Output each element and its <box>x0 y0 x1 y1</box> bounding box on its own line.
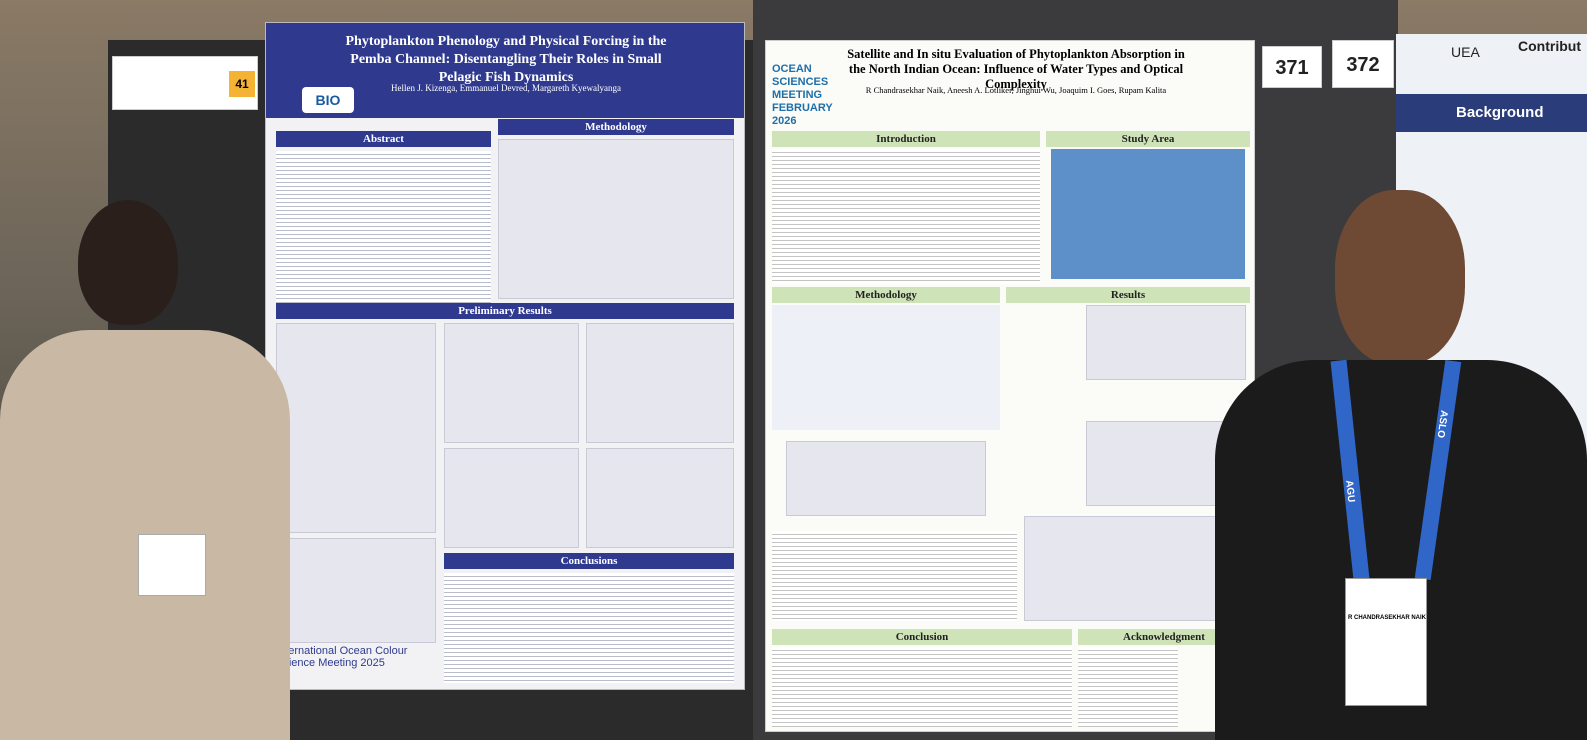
section-heading: Methodology <box>498 119 734 135</box>
figure <box>1024 516 1246 621</box>
section-heading: Abstract <box>276 131 491 147</box>
lanyard-text: AGU <box>1343 479 1357 503</box>
flowchart <box>772 305 1000 430</box>
figure <box>444 323 579 443</box>
figure <box>276 538 436 643</box>
badge-name: R CHANDRASEKHAR NAIK <box>1348 615 1426 621</box>
text-block <box>772 531 1017 621</box>
name-badge <box>138 534 206 596</box>
poster-title: Phytoplankton Phenology and Physical For… <box>345 34 667 85</box>
right-poster: OCEAN SCIENCES MEETING FEBRUARY 2026 Sat… <box>765 40 1255 732</box>
flowchart <box>498 139 734 299</box>
logo: OCEAN SCIENCES MEETING FEBRUARY 2026 <box>772 63 833 127</box>
board-number: 371 <box>1262 46 1322 88</box>
figure <box>586 448 734 548</box>
figure <box>1086 305 1246 380</box>
poster-header: Contribut <box>1518 38 1581 54</box>
person-head <box>78 200 178 325</box>
logo: UEA <box>1451 44 1480 60</box>
poster-authors: Hellen J. Kizenga, Emmanuel Devred, Marg… <box>391 83 621 93</box>
section-heading: Preliminary Results <box>276 303 734 319</box>
text-block <box>772 647 1072 727</box>
footer-logo: International Ocean Colour Science Meeti… <box>276 645 408 669</box>
section-heading: Introduction <box>772 131 1040 147</box>
map <box>1051 149 1245 279</box>
board-number: 372 <box>1332 40 1394 88</box>
left-poster: Phytoplankton Phenology and Physical For… <box>265 22 745 690</box>
poster-header: Phytoplankton Phenology and Physical For… <box>266 23 744 118</box>
section-heading: Methodology <box>772 287 1000 303</box>
figure <box>276 323 436 533</box>
poster-title: Satellite and In situ Evaluation of Phyt… <box>847 47 1185 91</box>
section-heading: Study Area <box>1046 131 1250 147</box>
logo: BIO <box>302 87 354 113</box>
label-number: 41 <box>229 71 255 97</box>
poster-label: 41 <box>112 56 258 110</box>
section-heading: Background <box>1396 94 1587 132</box>
section-heading: Acknowledgment <box>1078 629 1250 645</box>
figure <box>444 448 579 548</box>
poster-authors: R Chandrasekhar Naik, Aneesh A. Lotliker… <box>865 85 1167 95</box>
lanyard-text: ASLO <box>1434 409 1450 439</box>
figure <box>586 323 734 443</box>
text-block <box>276 151 491 316</box>
text-block <box>1078 647 1178 727</box>
section-heading: Results <box>1006 287 1250 303</box>
person-head <box>1335 190 1465 365</box>
figure <box>786 441 986 516</box>
text-block <box>444 573 734 683</box>
section-heading: Conclusion <box>772 629 1072 645</box>
name-badge: R CHANDRASEKHAR NAIK <box>1345 578 1427 706</box>
section-heading: Conclusions <box>444 553 734 569</box>
text-block <box>772 149 1040 284</box>
